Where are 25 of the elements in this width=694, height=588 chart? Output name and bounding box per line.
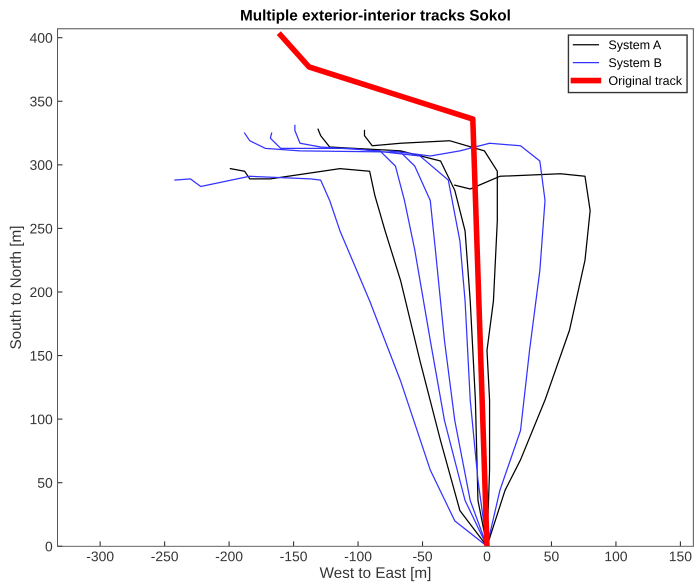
x-tick-label: -100 (344, 551, 372, 562)
y-tick-label: 100 (30, 414, 52, 424)
legend-label: Original track (609, 76, 682, 88)
x-tick-label: 0 (484, 551, 490, 562)
x-tick-label: 150 (670, 551, 692, 562)
x-tick-label: -250 (151, 551, 178, 562)
chart-title: Multiple exterior-interior tracks Sokol (241, 9, 510, 24)
x-tick-label: 50 (544, 551, 559, 562)
x-tick-label: -150 (280, 551, 307, 562)
y-tick-label: 0 (46, 542, 52, 552)
y-tick-label: 150 (30, 350, 52, 361)
y-axis-title: South to North [m] (10, 226, 24, 349)
y-tick-label: 200 (30, 287, 52, 298)
x-tick-label: 100 (605, 551, 627, 562)
legend-label: System A (608, 40, 662, 52)
x-tick-label: -200 (216, 551, 242, 562)
y-tick-label: 300 (30, 160, 52, 170)
legend-label: System B (608, 58, 662, 70)
y-tick-label: 350 (30, 96, 52, 106)
x-tick-label: -50 (413, 551, 432, 562)
x-tick-label: -300 (86, 551, 114, 562)
y-tick-label: 50 (38, 478, 52, 488)
y-tick-label: 400 (30, 33, 52, 43)
y-tick-label: 250 (30, 224, 52, 234)
x-axis-title: West to East [m] (320, 566, 430, 582)
